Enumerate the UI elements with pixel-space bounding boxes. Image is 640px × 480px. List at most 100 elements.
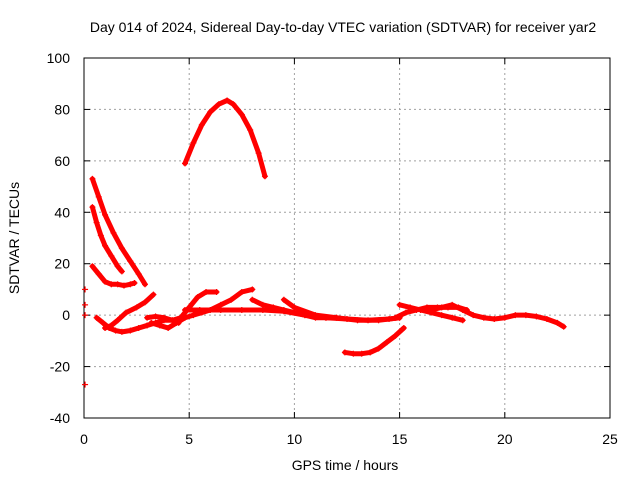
data-point (217, 301, 224, 308)
data-point (512, 312, 519, 319)
data-point (533, 313, 540, 320)
plot-area (82, 97, 567, 388)
y-axis-label: SDTVAR / TECUs (6, 182, 22, 294)
data-point (207, 109, 214, 115)
data-point (156, 322, 163, 329)
data-point (501, 314, 508, 321)
x-tick-label: 25 (602, 431, 618, 447)
data-point (142, 281, 149, 288)
data-point (190, 139, 197, 146)
data-point (383, 339, 390, 346)
data-point (213, 289, 220, 295)
series-arc-decay-3 (89, 263, 138, 289)
data-point (449, 314, 456, 321)
series-arc-right-4 (428, 301, 567, 330)
data-point (127, 258, 134, 265)
data-point (438, 304, 445, 311)
data-point (93, 219, 100, 226)
data-point (133, 304, 140, 311)
chart-title: Day 014 of 2024, Sidereal Day-to-day VTE… (90, 19, 596, 35)
data-point (470, 312, 477, 319)
data-point (560, 323, 567, 330)
data-point (127, 281, 134, 288)
series-arc-decay-1 (89, 175, 149, 288)
data-point (102, 325, 109, 331)
data-point (123, 309, 130, 316)
data-point (554, 319, 561, 326)
data-point (312, 312, 319, 319)
y-tick-label: -20 (50, 359, 70, 375)
data-point (392, 332, 399, 339)
data-point (89, 263, 96, 270)
y-tick-label: 100 (47, 50, 71, 66)
data-point (449, 301, 456, 308)
data-point (181, 307, 188, 313)
series-arc-right-1 (280, 296, 403, 324)
y-axis: -40 -20 0 20 40 60 80 100 (47, 50, 610, 426)
data-point (82, 381, 89, 388)
data-point (150, 291, 157, 298)
data-point (217, 307, 224, 313)
data-point (99, 319, 106, 326)
data-point (402, 309, 409, 316)
plot-frame (83, 57, 611, 419)
series-arc-peak (181, 97, 268, 180)
data-point (280, 307, 287, 313)
data-point (341, 349, 348, 356)
data-point (215, 101, 222, 108)
y-tick-label: 0 (62, 307, 70, 323)
data-point (228, 296, 235, 303)
y-tick-label: 60 (54, 153, 70, 169)
series-arc-mid-2 (148, 286, 256, 331)
data-point (367, 349, 374, 356)
data-point (375, 317, 382, 324)
data-point (238, 111, 245, 118)
data-point (181, 314, 188, 321)
data-point (95, 271, 102, 277)
series-arc-decay-2 (89, 204, 125, 275)
data-point (491, 316, 498, 322)
data-point (102, 211, 109, 218)
series-arc-dip (341, 325, 407, 357)
series-line (182, 97, 268, 179)
y-tick-label: 80 (54, 101, 70, 117)
series-arc-low-2 (102, 291, 157, 331)
data-point (280, 296, 287, 303)
data-point (89, 204, 96, 211)
data-point (259, 301, 266, 308)
data-point (291, 309, 298, 316)
data-point (165, 325, 172, 331)
x-axis-label: GPS time / hours (292, 457, 399, 473)
x-tick-label: 5 (185, 431, 193, 447)
data-point (270, 304, 277, 311)
data-point (333, 314, 340, 321)
data-point (438, 312, 445, 319)
data-point (89, 175, 96, 182)
data-point (190, 312, 197, 319)
data-point (407, 304, 414, 311)
data-point (108, 322, 115, 329)
data-point (350, 350, 357, 357)
data-point (259, 307, 266, 313)
data-point (375, 345, 382, 352)
data-point (160, 314, 167, 321)
data-point (392, 314, 399, 321)
x-axis: 0 5 10 15 20 25 (80, 58, 618, 447)
data-point (93, 314, 100, 321)
data-point (102, 242, 109, 249)
data-point (400, 325, 407, 331)
data-point (249, 286, 256, 293)
data-point (169, 317, 176, 324)
data-point (82, 312, 89, 319)
data-point (354, 317, 361, 324)
data-point (198, 121, 205, 128)
data-point (144, 322, 151, 329)
data-point (459, 317, 466, 324)
data-point (135, 325, 142, 331)
data-point (230, 101, 237, 108)
data-point (203, 289, 210, 295)
data-point (142, 299, 149, 306)
data-point (152, 313, 159, 320)
data-point (543, 316, 550, 322)
